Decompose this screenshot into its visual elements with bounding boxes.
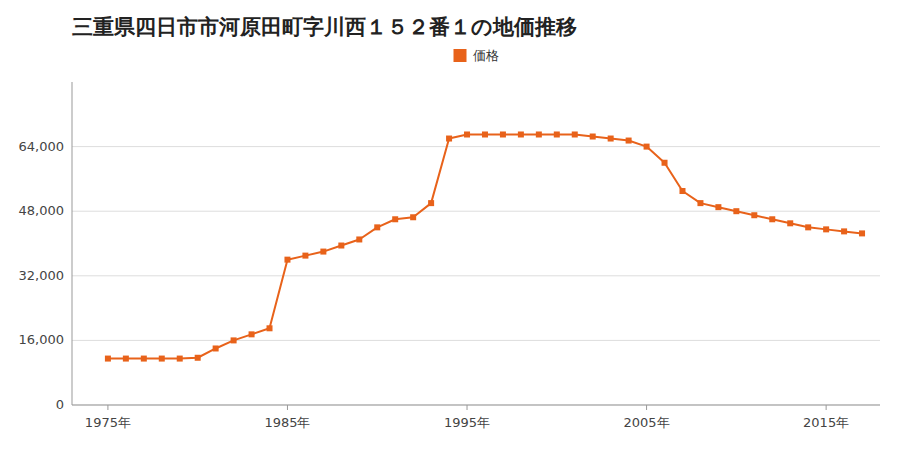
marker bbox=[662, 160, 668, 166]
marker bbox=[841, 228, 847, 234]
x-tick bbox=[107, 405, 108, 410]
marker bbox=[554, 131, 560, 137]
grid-line bbox=[72, 211, 880, 212]
x-axis-line bbox=[72, 405, 880, 406]
marker bbox=[105, 356, 111, 362]
y-tick-label: 48,000 bbox=[19, 203, 65, 218]
marker bbox=[267, 325, 273, 331]
marker bbox=[213, 345, 219, 351]
marker bbox=[500, 131, 506, 137]
marker bbox=[428, 200, 434, 206]
marker bbox=[787, 220, 793, 226]
y-tick-label: 32,000 bbox=[19, 268, 65, 283]
legend-item: 価格 bbox=[454, 48, 499, 63]
marker bbox=[482, 131, 488, 137]
x-tick-label: 2005年 bbox=[624, 415, 670, 430]
marker bbox=[231, 337, 237, 343]
marker bbox=[356, 236, 362, 242]
marker bbox=[410, 214, 416, 220]
legend-label: 価格 bbox=[473, 48, 499, 63]
marker bbox=[338, 243, 344, 249]
marker bbox=[626, 138, 632, 144]
x-tick-label: 1995年 bbox=[444, 415, 490, 430]
x-tick-label: 1985年 bbox=[264, 415, 310, 430]
plot-area bbox=[105, 131, 865, 361]
marker bbox=[446, 136, 452, 142]
marker bbox=[320, 249, 326, 255]
marker bbox=[249, 331, 255, 337]
x-tick bbox=[467, 405, 468, 410]
grid-line bbox=[72, 340, 880, 341]
marker bbox=[464, 131, 470, 137]
chart: 三重県四日市市河原田町字川西１５２番１の地価推移 0 16,000 32,000 48,… bbox=[0, 0, 900, 450]
marker bbox=[374, 224, 380, 230]
x-tick bbox=[646, 405, 647, 410]
legend: 価格 bbox=[454, 48, 499, 63]
x-tick bbox=[826, 405, 827, 410]
grid-line bbox=[72, 275, 880, 276]
marker bbox=[733, 208, 739, 214]
marker bbox=[536, 131, 542, 137]
x-tick bbox=[287, 405, 288, 410]
y-tick-label: 16,000 bbox=[19, 332, 65, 347]
x-tick-label: 1975年 bbox=[85, 415, 131, 430]
marker bbox=[697, 200, 703, 206]
marker bbox=[823, 226, 829, 232]
marker bbox=[141, 356, 147, 362]
marker bbox=[644, 144, 650, 150]
marker bbox=[159, 356, 165, 362]
marker bbox=[805, 224, 811, 230]
marker bbox=[608, 136, 614, 142]
x-tick-label: 2015年 bbox=[803, 415, 849, 430]
grid-line bbox=[72, 146, 880, 147]
marker bbox=[679, 188, 685, 194]
marker bbox=[302, 253, 308, 259]
marker bbox=[177, 356, 183, 362]
marker bbox=[769, 216, 775, 222]
title: 三重県四日市市河原田町字川西１５２番１の地価推移 bbox=[72, 15, 577, 39]
y-axis-line bbox=[72, 82, 73, 405]
y-grid bbox=[72, 147, 880, 405]
marker bbox=[590, 134, 596, 140]
marker bbox=[195, 355, 201, 361]
marker bbox=[518, 131, 524, 137]
marker bbox=[751, 212, 757, 218]
marker bbox=[284, 257, 290, 263]
marker bbox=[392, 216, 398, 222]
legend-swatch bbox=[454, 49, 467, 62]
line bbox=[108, 134, 862, 358]
y-tick-label: 64,000 bbox=[19, 139, 65, 154]
y-tick-label: 0 bbox=[56, 397, 64, 412]
marker bbox=[715, 204, 721, 210]
marker bbox=[859, 230, 865, 236]
grid-line bbox=[72, 405, 880, 406]
marker bbox=[572, 131, 578, 137]
marker bbox=[123, 356, 129, 362]
